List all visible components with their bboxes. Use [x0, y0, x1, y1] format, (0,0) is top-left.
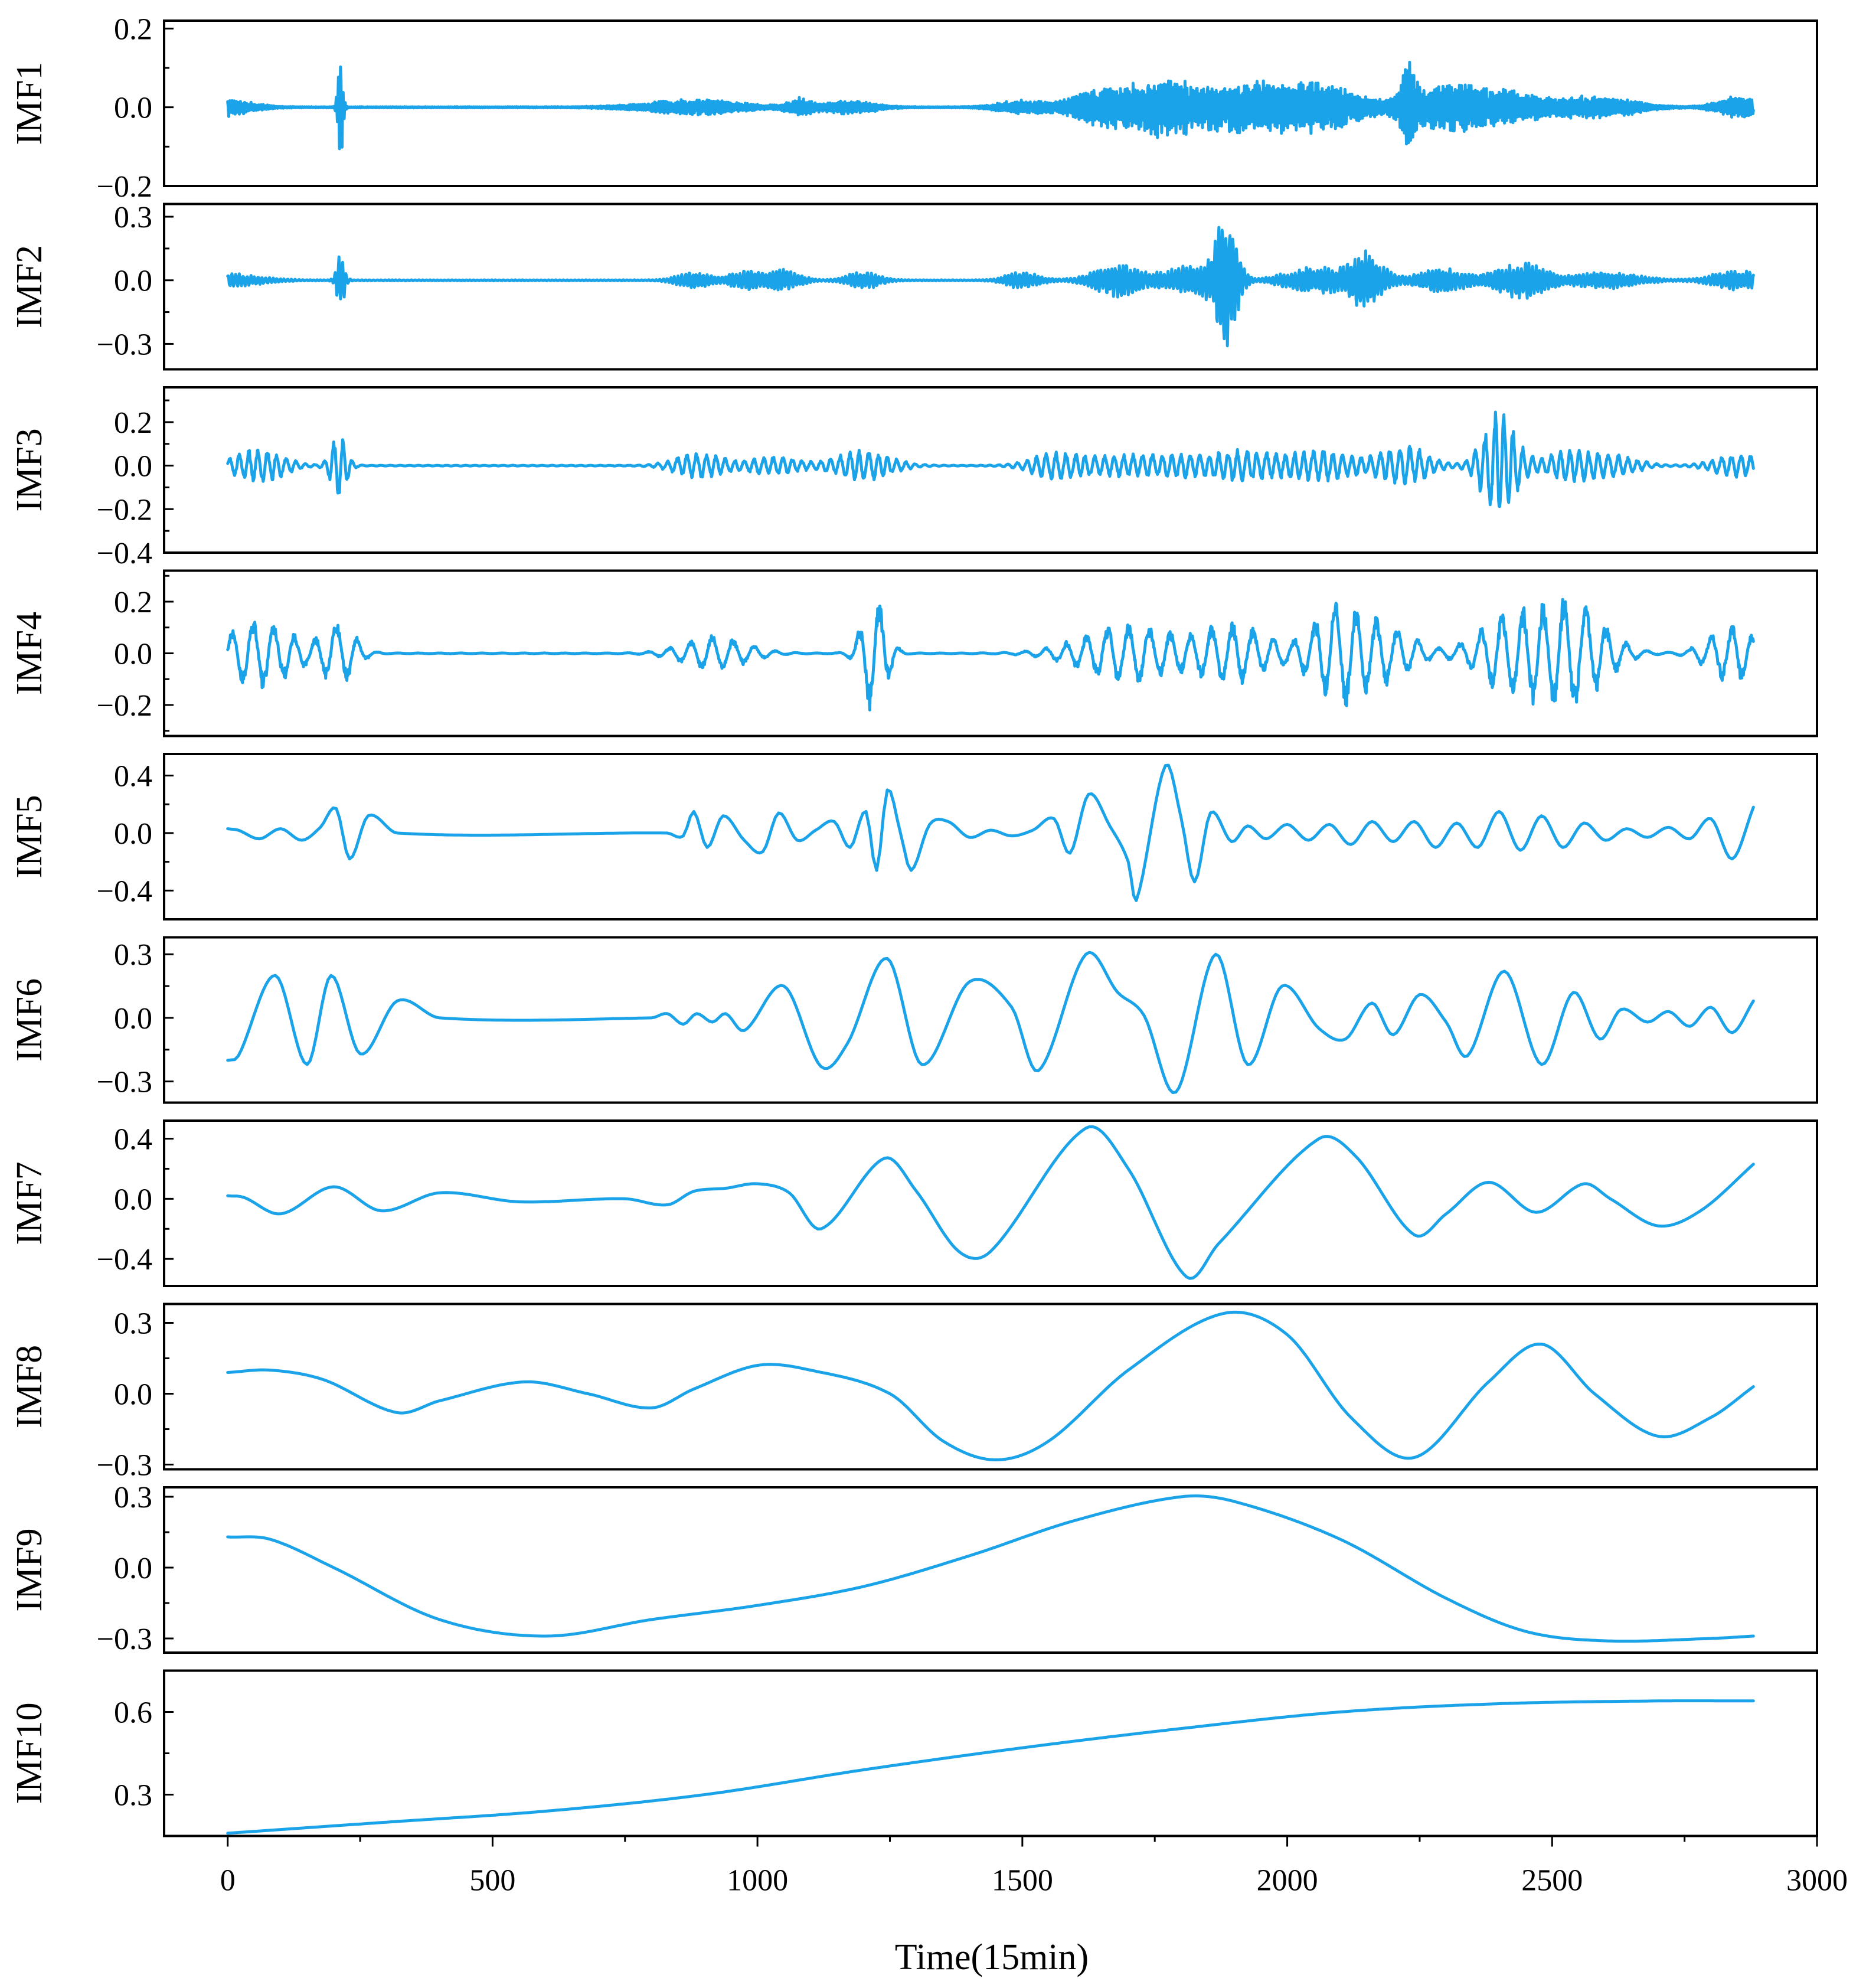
- x-tick-label: 1500: [992, 1864, 1053, 1898]
- plot-frame: [163, 1486, 1818, 1654]
- panel-label-imf7: IMF7: [9, 1161, 50, 1245]
- panel-imf1: −0.2 0.0 0.2 IMF1: [9, 12, 1818, 204]
- series-line-imf8: [226, 1310, 1755, 1461]
- y-tick-label: −0.3: [97, 1066, 152, 1099]
- panel-label-imf1: IMF1: [9, 61, 50, 145]
- y-tick-label: −0.2: [97, 493, 152, 527]
- y-tick-label: −0.2: [97, 170, 152, 204]
- series-line-imf7: [226, 1125, 1755, 1280]
- y-tick-label: 0.0: [114, 1002, 152, 1036]
- series-line-imf6: [226, 951, 1755, 1094]
- y-tick-label: 0.2: [114, 586, 152, 619]
- y-tick-label: 0.3: [114, 938, 152, 972]
- y-tick-label: 0.2: [114, 12, 152, 46]
- series-line-imf2: [226, 226, 1755, 348]
- y-tick-label: 0.3: [114, 1307, 152, 1341]
- series-line-imf10: [226, 1699, 1755, 1835]
- plot-frame: [163, 203, 1818, 371]
- panel-label-imf9: IMF9: [9, 1528, 50, 1611]
- series-line-imf3: [226, 410, 1755, 508]
- x-tick-label: 2000: [1257, 1864, 1318, 1898]
- panel-imf9: −0.3 0.0 0.3 IMF9: [9, 1481, 1818, 1656]
- x-tick-label: 500: [469, 1864, 515, 1898]
- panel-label-imf6: IMF6: [9, 978, 50, 1062]
- series-line-imf5: [226, 763, 1755, 902]
- y-tick-label: 0.0: [114, 1552, 152, 1585]
- y-tick-label: −0.3: [97, 1449, 152, 1483]
- y-tick-label: 0.0: [114, 265, 152, 298]
- y-tick-label: 0.0: [114, 92, 152, 125]
- plot-frame: [163, 753, 1818, 920]
- panels-group: −0.2 0.0 0.2 IMF1 −0.3 0.0 0.3 IMF2 −0.4 −0.2 0.0 0…: [9, 12, 1818, 1837]
- panel-imf10: 0.3 0.6 IMF10: [9, 1669, 1818, 1837]
- y-tick-label: −0.4: [97, 1243, 152, 1277]
- x-axis-title: Time(15min): [895, 1937, 1089, 1977]
- plot-frame: [163, 386, 1818, 554]
- y-tick-label: 0.4: [114, 1123, 152, 1157]
- y-tick-label: 0.0: [114, 450, 152, 484]
- x-tick-label: 1000: [727, 1864, 788, 1898]
- panel-label-imf8: IMF8: [9, 1345, 50, 1428]
- x-axis: 0 500 1000 1500 2000 2500 3000: [220, 1836, 1848, 1898]
- y-tick-label: 0.6: [114, 1696, 152, 1730]
- y-tick-label: −0.3: [97, 1623, 152, 1656]
- plot-frame: [163, 936, 1818, 1104]
- y-tick-label: 0.3: [114, 1779, 152, 1813]
- plot-frame: [163, 1119, 1818, 1287]
- plot-frame: [163, 19, 1818, 187]
- x-tick-label: 3000: [1786, 1864, 1848, 1898]
- y-tick-label: 0.0: [114, 1378, 152, 1412]
- panel-label-imf3: IMF3: [9, 428, 50, 511]
- panel-imf3: −0.4 −0.2 0.0 0.2 IMF3: [9, 386, 1818, 570]
- x-tick-label: 2500: [1521, 1864, 1583, 1898]
- panel-imf5: −0.4 0.0 0.4 IMF5: [9, 753, 1818, 920]
- panel-imf4: −0.2 0.0 0.2 IMF4: [9, 569, 1818, 737]
- panel-label-imf10: IMF10: [9, 1702, 50, 1804]
- y-tick-label: 0.0: [114, 817, 152, 851]
- panel-imf2: −0.3 0.0 0.3 IMF2: [9, 201, 1818, 371]
- y-tick-label: 0.0: [114, 638, 152, 671]
- y-tick-label: 0.2: [114, 406, 152, 440]
- panel-imf7: −0.4 0.0 0.4 IMF7: [9, 1119, 1818, 1287]
- y-tick-label: −0.4: [97, 537, 152, 570]
- plot-frame: [163, 1303, 1818, 1471]
- panel-label-imf2: IMF2: [9, 245, 50, 328]
- y-tick-label: −0.3: [97, 328, 152, 361]
- x-tick-label: 0: [220, 1864, 236, 1898]
- panel-imf8: −0.3 0.0 0.3 IMF8: [9, 1303, 1818, 1483]
- y-tick-label: −0.2: [97, 689, 152, 723]
- y-tick-label: 0.3: [114, 201, 152, 234]
- y-tick-label: 0.4: [114, 760, 152, 794]
- panel-imf6: −0.3 0.0 0.3 IMF6: [9, 936, 1818, 1104]
- y-tick-label: 0.0: [114, 1183, 152, 1216]
- series-line-imf9: [226, 1494, 1755, 1643]
- y-tick-label: 0.3: [114, 1481, 152, 1514]
- y-tick-label: −0.4: [97, 874, 152, 908]
- panel-label-imf5: IMF5: [9, 795, 50, 878]
- series-line-imf1: [226, 60, 1755, 151]
- series-line-imf4: [226, 598, 1755, 711]
- panel-label-imf4: IMF4: [9, 612, 50, 695]
